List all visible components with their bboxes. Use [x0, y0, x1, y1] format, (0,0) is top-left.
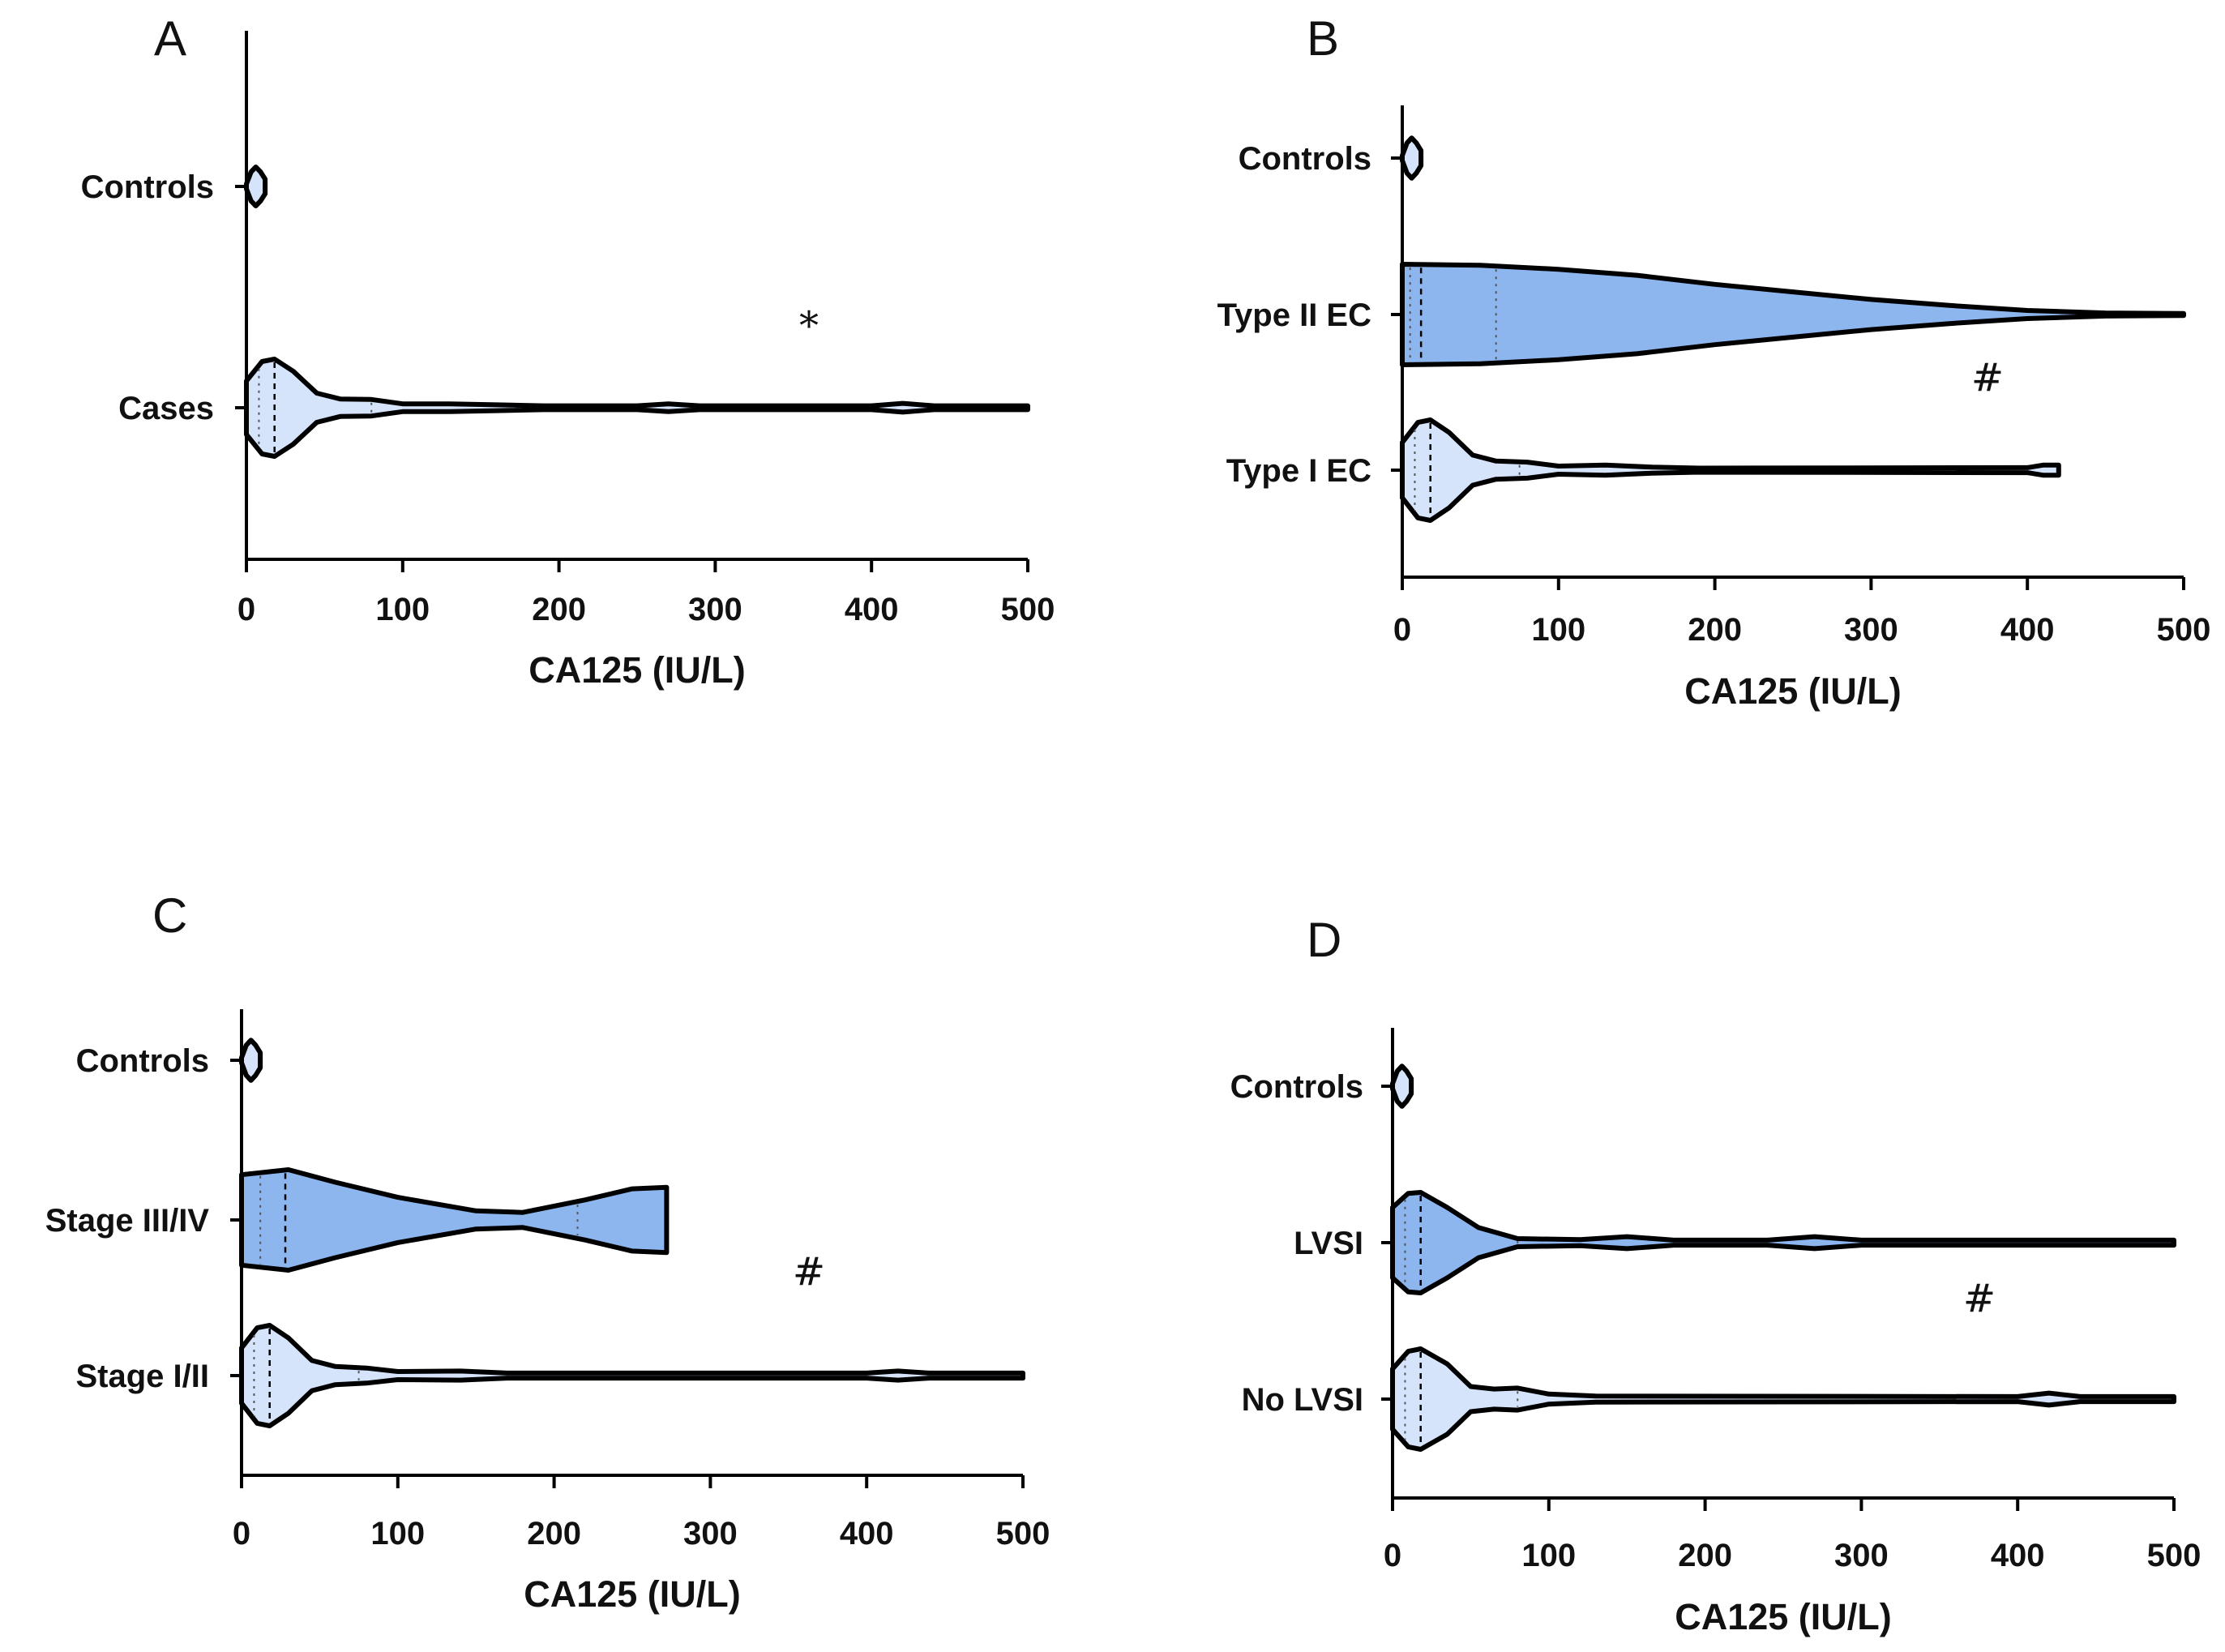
violin-controls: [1390, 1064, 1414, 1109]
category-label-cases: Cases: [118, 391, 214, 426]
category-label-type-i-ec: Type I EC: [1226, 453, 1371, 489]
x-tick-label-c-200: 200: [527, 1516, 581, 1551]
x-tick-label-d-500: 500: [2147, 1538, 2201, 1573]
category-label-controls: Controls: [1230, 1069, 1363, 1105]
violin-lvsi: [1390, 1190, 2176, 1295]
x-tick-label-d-100: 100: [1521, 1538, 1576, 1573]
significance-marker-a: *: [799, 303, 819, 349]
panel-letter-d: D: [1307, 913, 1341, 967]
x-tick-label-a-300: 300: [688, 592, 742, 627]
panel-b: B Controls Type II EC Type I EC 0 100 200 300 40…: [1217, 11, 2211, 712]
significance-marker-b: #: [1971, 355, 2004, 400]
x-tick-label-b-200: 200: [1688, 612, 1742, 648]
violin-stage-iii-iv: [239, 1167, 670, 1273]
x-tick-label-d-200: 200: [1678, 1538, 1732, 1573]
category-label-controls: Controls: [81, 169, 214, 205]
category-label-stage-i-ii: Stage I/II: [76, 1359, 210, 1394]
violin-controls: [1400, 135, 1424, 181]
category-label-lvsi: LVSI: [1294, 1226, 1363, 1261]
x-tick-label-c-500: 500: [996, 1516, 1050, 1551]
x-tick-label-b-100: 100: [1531, 612, 1585, 648]
panel-d: D Controls LVSI No LVSI 0 100 200 300 400 500 CA12…: [1230, 913, 2201, 1637]
x-tick-label-b-0: 0: [1393, 612, 1411, 648]
panel-letter-b: B: [1307, 11, 1339, 66]
category-label-controls: Controls: [1239, 141, 1371, 177]
x-tick-label-b-400: 400: [2000, 612, 2055, 648]
x-axis-label-a: CA125 (IU/L): [528, 649, 746, 691]
x-tick-label-a-200: 200: [532, 592, 586, 627]
significance-marker-c: #: [793, 1249, 825, 1295]
violin-type-ii-ec: [1400, 262, 2186, 367]
x-tick-label-a-500: 500: [1001, 592, 1055, 627]
panel-c: C Controls Stage III/IV Stage I/II 0 100 200 30…: [45, 888, 1050, 1615]
x-tick-label-b-300: 300: [1844, 612, 1898, 648]
x-tick-label-a-400: 400: [845, 592, 899, 627]
category-label-type-ii-ec: Type II EC: [1217, 297, 1371, 333]
x-tick-label-c-300: 300: [683, 1516, 738, 1551]
x-tick-label-c-0: 0: [233, 1516, 250, 1551]
panel-letter-a: A: [154, 11, 186, 66]
violin-cases: [244, 357, 1030, 459]
violin-stage-i-ii: [239, 1323, 1025, 1428]
x-tick-label-b-500: 500: [2157, 612, 2211, 648]
panel-a: A Controls Cases 0 100 200 300 400 500 CA125 (IU/…: [81, 11, 1055, 691]
panel-letter-c: C: [152, 888, 187, 943]
violin-controls: [239, 1038, 263, 1083]
violin-type-i-ec: [1400, 417, 2061, 523]
category-label-no-lvsi: No LVSI: [1242, 1382, 1363, 1418]
x-tick-label-d-0: 0: [1384, 1538, 1401, 1573]
x-axis-label-d: CA125 (IU/L): [1675, 1596, 1892, 1637]
x-tick-label-a-0: 0: [237, 592, 255, 627]
violin-no-lvsi: [1390, 1346, 2176, 1452]
x-tick-label-d-300: 300: [1834, 1538, 1889, 1573]
category-label-controls: Controls: [76, 1043, 209, 1079]
violin-controls: [244, 165, 268, 208]
significance-marker-d: #: [1963, 1276, 1996, 1321]
x-tick-label-d-400: 400: [1991, 1538, 2045, 1573]
x-axis-label-b: CA125 (IU/L): [1684, 670, 1902, 712]
x-tick-label-c-100: 100: [370, 1516, 425, 1551]
x-tick-label-a-100: 100: [375, 592, 430, 627]
x-tick-label-c-400: 400: [840, 1516, 894, 1551]
x-axis-label-c: CA125 (IU/L): [524, 1573, 741, 1615]
category-label-stage-iii-iv: Stage III/IV: [45, 1203, 210, 1239]
